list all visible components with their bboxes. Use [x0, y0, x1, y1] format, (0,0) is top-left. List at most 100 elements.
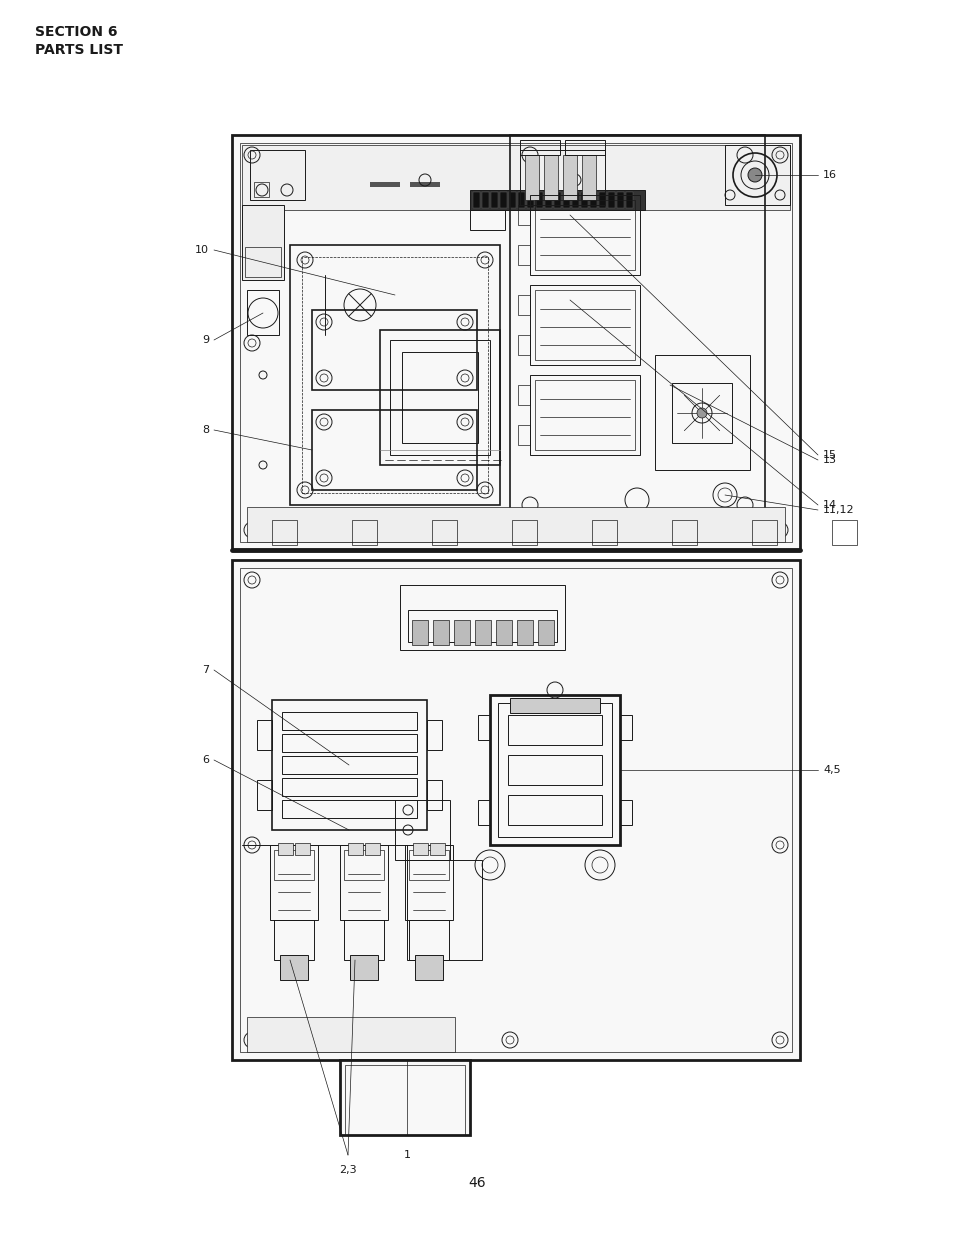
Bar [401, 352, 477, 443]
Bar [617, 191, 623, 207]
Bar [272, 520, 296, 545]
Text: 7: 7 [202, 664, 209, 676]
Bar [430, 844, 444, 855]
Bar [253, 182, 269, 198]
Bar [413, 844, 428, 855]
Bar [562, 191, 569, 207]
Circle shape [697, 408, 706, 417]
Bar [350, 955, 377, 981]
Bar [399, 585, 564, 650]
Bar [274, 850, 314, 881]
Bar [242, 144, 789, 210]
Bar [517, 335, 530, 354]
Bar [517, 385, 530, 405]
Bar [535, 380, 635, 450]
Bar [655, 354, 749, 471]
Bar [256, 781, 272, 810]
Text: 2,3: 2,3 [339, 1165, 356, 1174]
Bar [470, 190, 644, 210]
Bar [432, 520, 456, 545]
Bar [272, 700, 427, 830]
Bar [517, 191, 524, 207]
Bar [592, 520, 617, 545]
Bar [339, 1060, 470, 1135]
Bar [409, 920, 449, 960]
Bar [507, 755, 601, 785]
Text: 8: 8 [202, 425, 209, 435]
Text: 9: 9 [202, 335, 209, 345]
Bar [671, 520, 697, 545]
Bar [625, 191, 633, 207]
Bar [352, 520, 376, 545]
Text: 14: 14 [822, 500, 836, 510]
Bar [497, 703, 612, 837]
Bar [535, 200, 635, 270]
Bar [510, 135, 764, 525]
Bar [509, 191, 516, 207]
Bar [554, 191, 560, 207]
Bar [499, 191, 506, 207]
Bar [517, 205, 530, 225]
Bar [282, 778, 416, 797]
Bar [433, 620, 449, 645]
Bar [562, 156, 577, 200]
Bar [671, 383, 731, 443]
Bar [405, 845, 453, 920]
Text: SECTION 6: SECTION 6 [35, 25, 117, 40]
Bar [282, 734, 416, 752]
Bar [537, 620, 554, 645]
Bar [470, 210, 504, 230]
Bar [572, 191, 578, 207]
Bar [379, 330, 499, 466]
Bar [510, 698, 599, 713]
Bar [339, 845, 388, 920]
Bar [751, 520, 776, 545]
Bar [519, 140, 559, 156]
Bar [530, 375, 639, 454]
Bar [247, 508, 784, 542]
Bar [348, 844, 363, 855]
Bar [490, 695, 619, 845]
Bar [409, 850, 449, 881]
Bar [395, 800, 450, 860]
Bar [481, 191, 489, 207]
Text: 11,12: 11,12 [822, 505, 854, 515]
Bar [242, 205, 284, 280]
Bar [344, 920, 384, 960]
Bar [280, 955, 308, 981]
Bar [581, 156, 596, 200]
Text: 1: 1 [403, 1150, 410, 1160]
Text: 46: 46 [468, 1176, 485, 1191]
Bar [427, 720, 441, 750]
Bar [247, 1016, 455, 1052]
Bar [517, 245, 530, 266]
Bar [519, 149, 604, 205]
Bar [589, 191, 597, 207]
Bar [507, 715, 601, 745]
Bar [365, 844, 379, 855]
Bar [619, 715, 631, 740]
Bar [530, 195, 639, 275]
Bar [410, 182, 439, 186]
Bar [477, 715, 490, 740]
Text: PARTS LIST: PARTS LIST [35, 43, 123, 57]
Bar [250, 149, 305, 200]
Bar [427, 781, 441, 810]
Bar [415, 955, 442, 981]
Bar [245, 247, 281, 277]
Bar [517, 295, 530, 315]
Bar [473, 191, 479, 207]
Bar [724, 144, 789, 205]
Text: 10: 10 [194, 245, 209, 254]
Bar [831, 520, 856, 545]
Bar [580, 191, 587, 207]
Bar [312, 310, 476, 390]
Bar [302, 257, 488, 493]
Bar [536, 191, 542, 207]
Bar [232, 135, 800, 550]
Bar [454, 620, 470, 645]
Bar [517, 425, 530, 445]
Bar [477, 800, 490, 825]
Bar [290, 245, 499, 505]
Bar [274, 920, 314, 960]
